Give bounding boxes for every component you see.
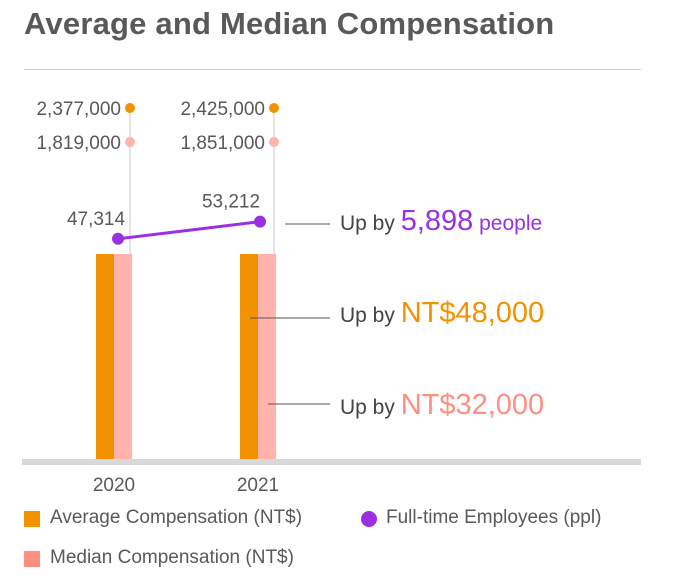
callout-employees-value: 5,898: [400, 205, 474, 237]
x-tick-label-2021: 2021: [237, 475, 279, 496]
title-divider: [24, 69, 641, 70]
callout-average: Up by NT$48,000: [340, 297, 544, 330]
legend-average-label: Average Compensation (NT$): [50, 507, 303, 528]
line-employees: [117, 220, 261, 241]
callout-median-prefix: Up by: [340, 396, 401, 419]
x-tick-label-2020: 2020: [93, 475, 135, 496]
point-employees-2021: [254, 215, 266, 228]
callout-average-value: NT$48,000: [400, 297, 545, 329]
callout-employees: Up by 5,898 people: [340, 205, 542, 238]
callout-average-prefix: Up by: [340, 304, 401, 327]
point-median-2020: [125, 137, 135, 147]
label-employees-2020: 47,314: [67, 209, 126, 230]
point-average-2020: [125, 103, 135, 113]
label-average-2021: 2,425,000: [180, 99, 265, 120]
legend-employees-dot: [361, 511, 377, 527]
legend-median-swatch: [24, 551, 40, 567]
chart-title: Average and Median Compensation: [24, 6, 555, 41]
callout-employees-unit: people: [473, 212, 543, 235]
point-employees-2020: [112, 232, 124, 245]
bar-median-2020: [114, 254, 132, 459]
legend-median-label: Median Compensation (NT$): [50, 547, 294, 568]
callout-median-value: NT$32,000: [400, 389, 545, 421]
callout-median: Up by NT$32,000: [340, 389, 544, 422]
callout-employees-prefix: Up by: [340, 212, 401, 235]
legend-average-swatch: [24, 511, 40, 527]
point-median-2021: [269, 137, 279, 147]
label-average-2020: 2,377,000: [36, 99, 121, 120]
legend-employees-label: Full-time Employees (ppl): [386, 507, 602, 528]
point-average-2021: [269, 103, 279, 113]
label-median-2021: 1,851,000: [180, 133, 265, 154]
bar-median-2021: [258, 254, 276, 459]
x-axis-baseline: [22, 459, 641, 465]
label-employees-2021: 53,212: [202, 192, 260, 213]
label-median-2020: 1,819,000: [36, 133, 121, 154]
bar-average-2020: [96, 254, 114, 459]
bar-average-2021: [240, 254, 258, 459]
